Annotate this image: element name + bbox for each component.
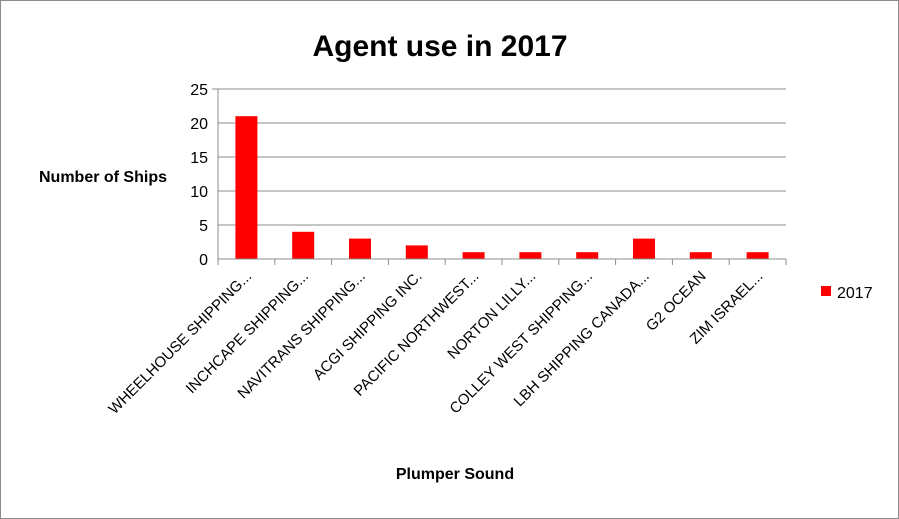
x-tick-labels: WHEELHOUSE SHIPPING...INCHCAPE SHIPPING.… [105,268,766,418]
y-tick-label: 5 [199,218,208,235]
gridlines [218,88,786,226]
x-tick-label: ACGI SHIPPING INC. [310,268,426,384]
x-axis-title: Plumper Sound [396,466,514,483]
legend: 2017 [821,285,873,302]
y-tick-label: 15 [190,150,208,167]
legend-swatch-2017 [821,286,831,296]
y-tick-label: 0 [199,252,208,269]
chart-title: Agent use in 2017 [312,30,567,63]
y-tick-labels: 0 5 10 15 20 25 [190,82,208,269]
legend-label-2017: 2017 [837,285,873,302]
bar-2 [292,231,315,259]
y-tick-label: 10 [190,184,208,201]
y-tick-label: 20 [190,116,208,133]
y-tick-label: 25 [190,82,208,99]
bar-7 [576,252,599,259]
axes [212,88,787,265]
y-axis-title: Number of Ships [39,169,167,186]
bar-5 [462,252,485,259]
bar-4 [405,245,428,259]
bars [235,116,769,259]
bar-1 [235,116,258,259]
bar-10 [746,252,769,259]
bar-6 [519,252,542,259]
bar-8 [633,238,655,259]
bar-9 [689,252,712,259]
bar-3 [349,238,371,259]
